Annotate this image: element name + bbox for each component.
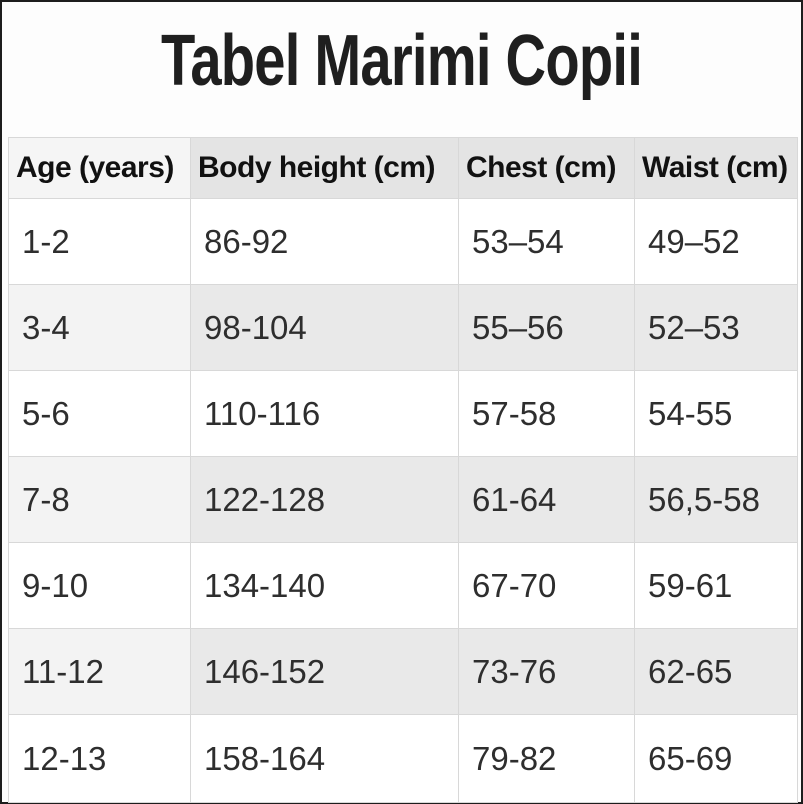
size-table-header-row: Age (years) Body height (cm) Chest (cm) Wai…	[8, 137, 798, 199]
size-table-body: 1-2 86-92 53–54 49–52 3-4 98-104 55–56 52–53 5-6…	[8, 198, 798, 803]
table-row: 9-10 134-140 67-70 59-61	[8, 542, 798, 629]
table-cell: 86-92	[190, 198, 459, 285]
table-cell: 57-58	[458, 370, 635, 457]
table-cell: 49–52	[634, 198, 798, 285]
table-cell: 12-13	[8, 714, 191, 803]
table-cell: 9-10	[8, 542, 191, 629]
table-row: 3-4 98-104 55–56 52–53	[8, 284, 798, 371]
size-table: Age (years) Body height (cm) Chest (cm) Wai…	[8, 137, 798, 803]
table-row: 5-6 110-116 57-58 54-55	[8, 370, 798, 457]
table-cell: 53–54	[458, 198, 635, 285]
table-cell: 52–53	[634, 284, 798, 371]
column-header-age-years: Age (years)	[8, 137, 191, 199]
column-header-waist-cm: Waist (cm)	[634, 137, 798, 199]
table-cell: 98-104	[190, 284, 459, 371]
table-cell: 158-164	[190, 714, 459, 803]
column-header-chest-cm: Chest (cm)	[458, 137, 635, 199]
table-cell: 122-128	[190, 456, 459, 543]
page-title: Tabel Marimi Copii	[160, 21, 643, 101]
table-cell: 5-6	[8, 370, 191, 457]
table-row: 1-2 86-92 53–54 49–52	[8, 198, 798, 285]
table-cell: 7-8	[8, 456, 191, 543]
table-cell: 65-69	[634, 714, 798, 803]
table-row: 7-8 122-128 61-64 56,5-58	[8, 456, 798, 543]
table-cell: 3-4	[8, 284, 191, 371]
table-cell: 67-70	[458, 542, 635, 629]
table-cell: 61-64	[458, 456, 635, 543]
size-table-header: Age (years) Body height (cm) Chest (cm) Wai…	[8, 137, 798, 199]
table-cell: 11-12	[8, 628, 191, 715]
table-cell: 1-2	[8, 198, 191, 285]
table-cell: 73-76	[458, 628, 635, 715]
table-cell: 56,5-58	[634, 456, 798, 543]
table-row: 12-13 158-164 79-82 65-69	[8, 714, 798, 803]
table-cell: 54-55	[634, 370, 798, 457]
table-cell: 134-140	[190, 542, 459, 629]
table-cell: 110-116	[190, 370, 459, 457]
table-cell: 62-65	[634, 628, 798, 715]
table-cell: 146-152	[190, 628, 459, 715]
table-cell: 59-61	[634, 542, 798, 629]
table-cell: 55–56	[458, 284, 635, 371]
table-cell: 79-82	[458, 714, 635, 803]
column-header-body-height-cm: Body height (cm)	[190, 137, 459, 199]
table-row: 11-12 146-152 73-76 62-65	[8, 628, 798, 715]
